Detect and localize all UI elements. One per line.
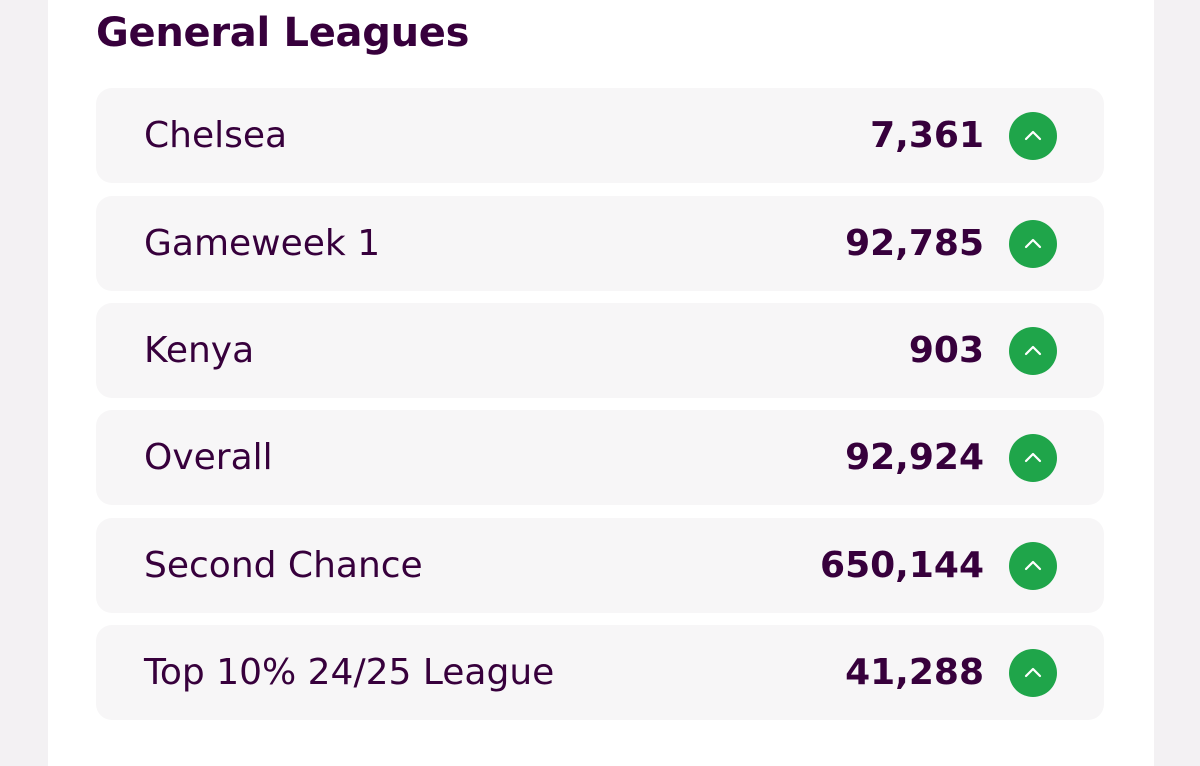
chevron-up-icon	[1009, 434, 1057, 482]
league-name: Chelsea	[144, 115, 288, 156]
chevron-up-icon	[1009, 649, 1057, 697]
section-title: General Leagues	[96, 10, 470, 56]
league-row-top-10-percent[interactable]: Top 10% 24/25 League 41,288	[96, 625, 1104, 720]
league-rank: 650,144	[820, 545, 984, 586]
chevron-up-icon	[1009, 220, 1057, 268]
league-row-gameweek-1[interactable]: Gameweek 1 92,785	[96, 196, 1104, 291]
league-name: Gameweek 1	[144, 223, 381, 264]
chevron-up-icon	[1009, 542, 1057, 590]
league-rank: 7,361	[870, 115, 984, 156]
league-rank: 903	[908, 330, 984, 371]
league-rank: 92,924	[845, 437, 984, 478]
league-row-chelsea[interactable]: Chelsea 7,361	[96, 88, 1104, 183]
league-row-kenya[interactable]: Kenya 903	[96, 303, 1104, 398]
league-name: Overall	[144, 437, 273, 478]
league-name: Kenya	[144, 330, 255, 371]
chevron-up-icon	[1009, 112, 1057, 160]
league-name: Second Chance	[144, 545, 423, 586]
chevron-up-icon	[1009, 327, 1057, 375]
league-name: Top 10% 24/25 League	[144, 652, 555, 693]
general-leagues-card: General Leagues Chelsea 7,361 Gameweek 1…	[48, 0, 1154, 766]
league-row-overall[interactable]: Overall 92,924	[96, 410, 1104, 505]
league-row-second-chance[interactable]: Second Chance 650,144	[96, 518, 1104, 613]
league-rank: 41,288	[845, 652, 984, 693]
league-rank: 92,785	[845, 223, 984, 264]
